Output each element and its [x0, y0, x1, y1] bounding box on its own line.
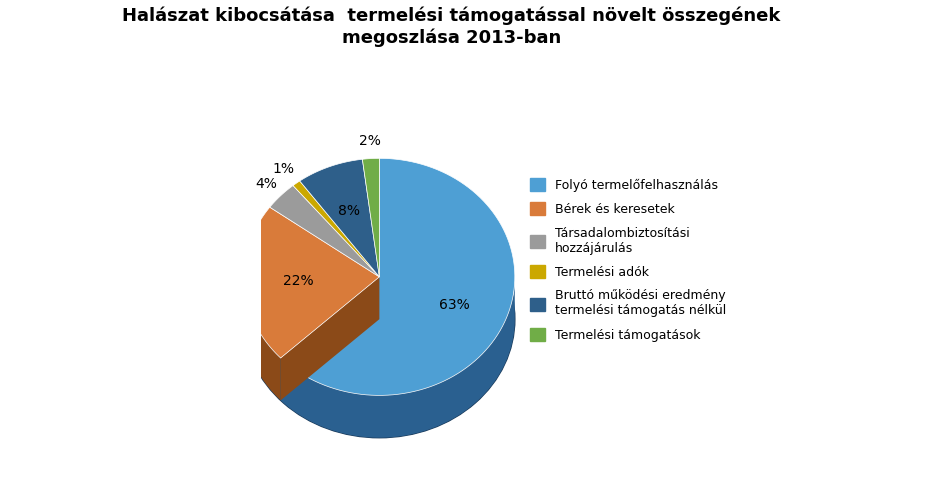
Polygon shape	[362, 158, 379, 277]
Ellipse shape	[244, 201, 514, 438]
Text: 63%: 63%	[438, 298, 469, 312]
Legend: Folyó termelőfelhasználás, Bérek és keresetek, Társadalombiztosítási
hozzájárulá: Folyó termelőfelhasználás, Bérek és kere…	[529, 178, 725, 342]
Polygon shape	[280, 158, 514, 395]
Polygon shape	[280, 277, 379, 400]
Polygon shape	[293, 181, 379, 277]
Polygon shape	[269, 186, 379, 277]
Polygon shape	[299, 159, 379, 277]
Polygon shape	[244, 207, 379, 358]
Text: 2%: 2%	[359, 134, 380, 148]
Text: 4%: 4%	[255, 177, 277, 190]
Polygon shape	[280, 280, 514, 438]
Text: 1%: 1%	[273, 162, 295, 176]
Title: Halászat kibocsátása  termelési támogatással növelt összegének
megoszlása 2013-b: Halászat kibocsátása termelési támogatás…	[122, 7, 780, 47]
Text: 8%: 8%	[338, 204, 360, 218]
Polygon shape	[244, 277, 280, 400]
Text: 22%: 22%	[282, 274, 313, 288]
Polygon shape	[280, 277, 379, 400]
